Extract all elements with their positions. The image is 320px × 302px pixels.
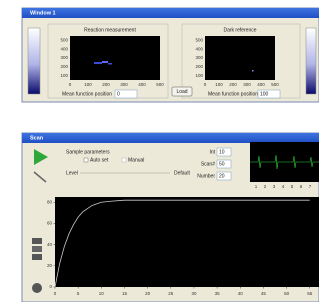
- y-tick-label: 400: [195, 46, 203, 51]
- x-tick-label: 200: [229, 82, 237, 87]
- x-tick-label: 40: [238, 291, 244, 296]
- y-tick-label: 500: [195, 38, 203, 43]
- y-tick-label: 20: [47, 263, 53, 268]
- window-title: Window 1: [30, 10, 56, 16]
- checkbox-label: Manual: [128, 157, 144, 163]
- level-label: Level: [66, 170, 78, 176]
- plot-area: [55, 197, 319, 287]
- field-label: Mean function position: [62, 91, 112, 97]
- image-plot: [205, 36, 275, 80]
- checkbox-label: Auto set: [90, 157, 109, 163]
- x-tick-label: 400: [257, 82, 265, 87]
- y-tick-label: 200: [60, 64, 68, 69]
- field-label: Number: [197, 173, 215, 179]
- checkbox[interactable]: [122, 158, 126, 162]
- x-tick-label: 30: [191, 291, 197, 296]
- x-tick-label: 300: [243, 82, 251, 87]
- y-tick-label: 80: [47, 199, 53, 204]
- page: Window 1 Reaction measurement Dark refer…: [0, 0, 320, 302]
- x-tick-label: 500: [271, 82, 279, 87]
- x-tick-label: 300: [120, 82, 128, 87]
- x-tick-label: 10: [99, 291, 105, 296]
- field-label: Int: [209, 149, 215, 155]
- default-label: Default: [174, 170, 190, 176]
- x-tick-label: 55: [307, 291, 313, 296]
- tool-icon[interactable]: [32, 246, 42, 252]
- x-tick-label: 25: [168, 291, 174, 296]
- x-tick-label: 500: [156, 82, 164, 87]
- field-value: 100: [260, 91, 269, 97]
- y-tick-label: 300: [60, 55, 68, 60]
- x-tick-label: 20: [145, 291, 151, 296]
- x-tick-label: 100: [84, 82, 92, 87]
- x-tick-label: 35: [215, 291, 221, 296]
- tool-icon[interactable]: [32, 254, 42, 260]
- x-tick-label: 45: [261, 291, 267, 296]
- field-value: 50: [219, 161, 225, 167]
- window-title: Scan: [30, 135, 44, 141]
- colorbar: [306, 28, 316, 94]
- help-icon[interactable]: [32, 283, 42, 293]
- field-value: 10: [219, 149, 225, 155]
- panel-title: Reaction measurement: [84, 27, 136, 33]
- title-bar: [22, 133, 319, 143]
- colorbar: [28, 28, 40, 94]
- x-tick-label: 15: [122, 291, 128, 296]
- screen: Window 1 Reaction measurement Dark refer…: [0, 0, 319, 302]
- y-tick-label: 300: [195, 55, 203, 60]
- y-tick-label: 500: [60, 38, 68, 43]
- field-label: Scan#: [201, 161, 215, 167]
- y-tick-label: 400: [60, 46, 68, 51]
- y-tick-label: 100: [195, 73, 203, 78]
- field-value: 20: [219, 173, 225, 179]
- x-tick-label: 200: [102, 82, 110, 87]
- title-bar: [22, 8, 319, 18]
- button-label: Load: [176, 89, 187, 95]
- y-tick-label: 200: [195, 64, 203, 69]
- field-value: 0: [117, 91, 120, 97]
- y-tick-label: 100: [60, 73, 68, 78]
- checkbox[interactable]: [84, 158, 88, 162]
- panel-title: Dark reference: [223, 27, 256, 33]
- x-tick-label: 50: [284, 291, 290, 296]
- image-plot: [70, 36, 160, 80]
- field-label: Mean function position: [208, 91, 258, 97]
- y-tick-label: 40: [47, 242, 53, 247]
- x-tick-label: 100: [215, 82, 223, 87]
- y-tick-label: 60: [47, 221, 53, 226]
- x-tick-label: 400: [138, 82, 146, 87]
- params-title: Sample parameters: [66, 149, 110, 155]
- tool-icon[interactable]: [32, 238, 42, 244]
